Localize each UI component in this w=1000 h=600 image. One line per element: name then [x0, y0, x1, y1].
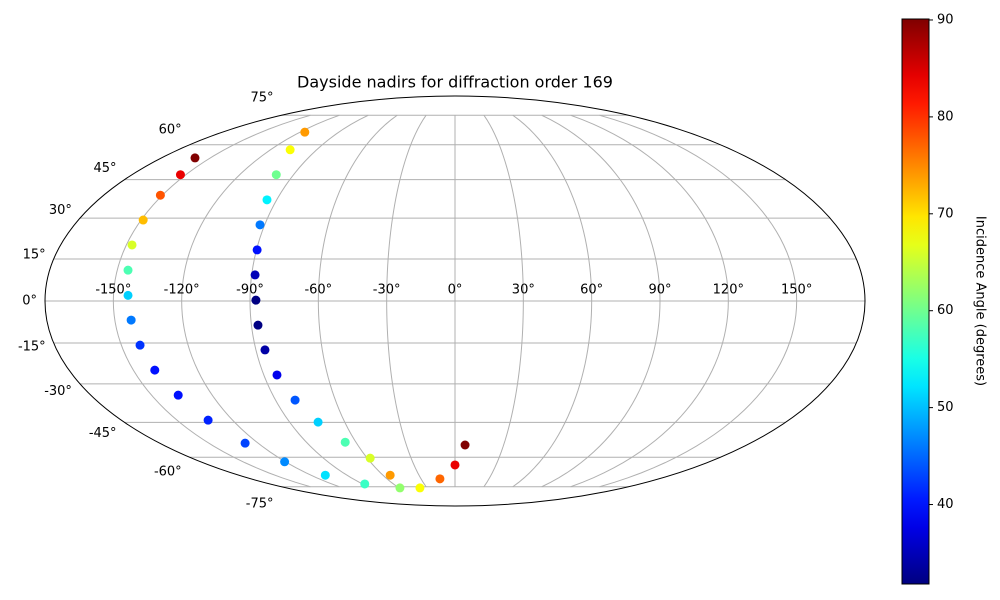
colorbar-tick-label: 60 — [937, 303, 954, 318]
point — [460, 440, 470, 450]
x-tick-label: -90° — [236, 283, 264, 298]
point — [450, 460, 460, 470]
point — [251, 295, 261, 305]
y-tick-label: 75° — [250, 91, 273, 106]
colorbar-tick-label: 90 — [937, 12, 954, 27]
y-tick-label: -15° — [18, 339, 46, 354]
point — [250, 270, 260, 280]
x-tick-label: 120° — [713, 283, 744, 298]
point — [340, 437, 350, 447]
x-tick-label: 0° — [448, 283, 463, 298]
point — [253, 320, 263, 330]
x-tick-label: -30° — [373, 283, 401, 298]
point — [385, 470, 395, 480]
point — [290, 395, 300, 405]
y-tick-label: -30° — [44, 384, 72, 399]
point — [395, 483, 405, 493]
point — [126, 315, 136, 325]
point — [203, 415, 213, 425]
x-tick-label: 60° — [580, 283, 603, 298]
point — [313, 417, 323, 427]
x-tick-label: 90° — [648, 283, 671, 298]
point — [260, 345, 270, 355]
point — [150, 365, 160, 375]
point — [320, 470, 330, 480]
y-tick-label: -60° — [154, 464, 182, 479]
point — [255, 220, 265, 230]
point — [271, 170, 281, 180]
colorbar-tick-label: 70 — [937, 206, 954, 221]
y-tick-label: 15° — [23, 248, 46, 263]
point — [190, 153, 200, 163]
point — [173, 390, 183, 400]
x-tick-label: -120° — [164, 283, 200, 298]
point — [240, 438, 250, 448]
colorbar-tick-label: 80 — [937, 109, 954, 124]
colorbar-label: Incidence Angle (degrees) — [973, 216, 988, 386]
y-tick-label: 30° — [49, 203, 72, 218]
point — [123, 265, 133, 275]
x-tick-label: -150° — [95, 283, 131, 298]
point — [280, 457, 290, 467]
point — [300, 127, 310, 137]
point — [262, 195, 272, 205]
point — [123, 290, 133, 300]
y-tick-label: -75° — [246, 496, 274, 511]
y-tick-label: 45° — [94, 161, 117, 176]
point — [138, 215, 148, 225]
x-tick-label: -60° — [304, 283, 332, 298]
point — [272, 370, 282, 380]
y-tick-label: 60° — [159, 123, 182, 138]
point — [415, 483, 425, 493]
y-tick-label: 0° — [22, 294, 37, 309]
point — [360, 479, 370, 489]
point — [127, 240, 137, 250]
colorbar-tick-label: 50 — [937, 400, 954, 415]
point — [285, 145, 295, 155]
point — [175, 170, 185, 180]
colorbar-tick-label: 40 — [937, 497, 954, 512]
point — [365, 453, 375, 463]
chart-title: Dayside nadirs for diffraction order 169 — [297, 73, 613, 92]
point — [252, 245, 262, 255]
x-tick-label: 150° — [781, 283, 812, 298]
point — [135, 340, 145, 350]
point — [155, 190, 165, 200]
colorbar — [901, 18, 930, 585]
map-outline — [44, 95, 866, 507]
point — [435, 474, 445, 484]
y-tick-label: -45° — [89, 426, 117, 441]
x-tick-label: 30° — [512, 283, 535, 298]
